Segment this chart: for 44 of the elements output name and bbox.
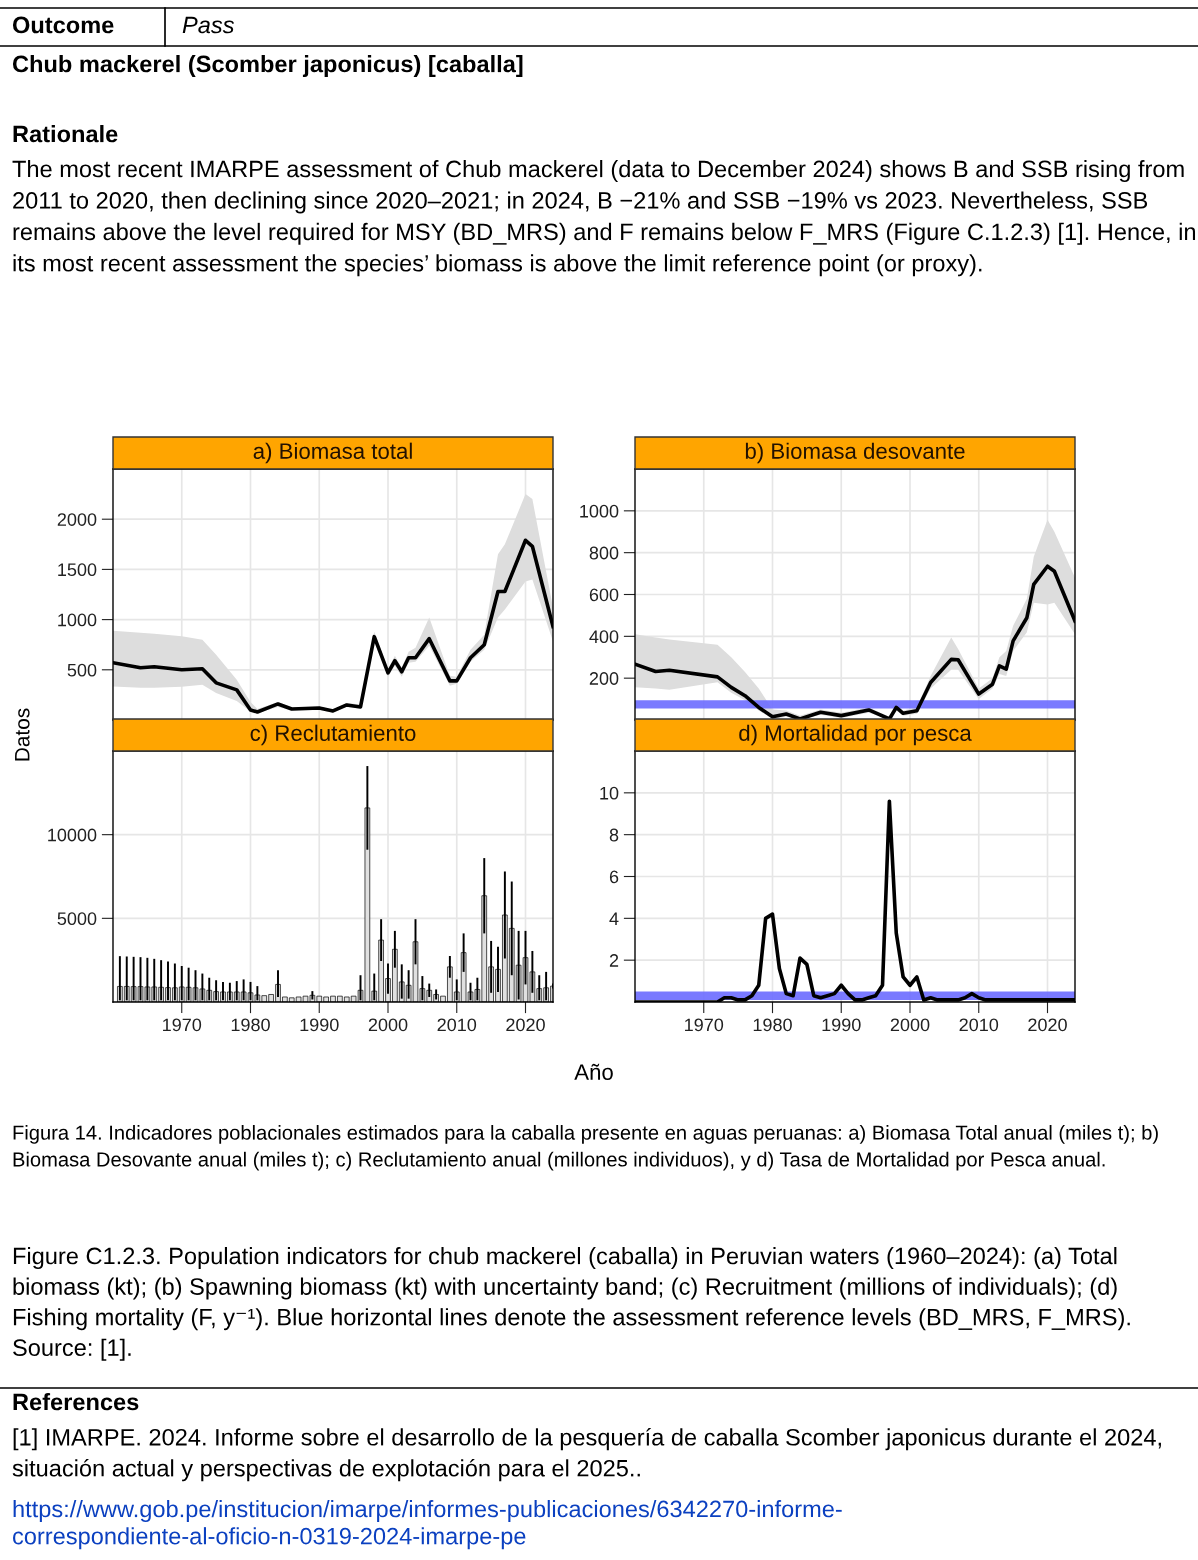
x-tick-label: 2000 (368, 1018, 408, 1032)
text: [1] IMARPE. 2024. Informe sobre el desarrollo de la pesquería de caballa Scomber japonicus durante el 2024, situación actual y perspectivas de explotación para el 2025.. (12, 1428, 1161, 1482)
text: The most recent IMARPE assessment of Chub mackerel (data to December 2024) shows B and SSB rising from 2011 to 2020, then declining since 2020–2021; in 2024, B −21% and SSB −19% vs 2023. Nevertheless, SSB remains above the level required for MSY (BD_MRS) and F remains below F_MRS (Figure C.1.2.3) [1]. Hence, in its most recent assessment the species’ biomass is above the limit reference point (or proxy). (12, 160, 1196, 277)
y-tick-label: 10 (600, 786, 619, 800)
x-tick-label: 1980 (231, 1018, 270, 1032)
y-tick-label: 2000 (57, 513, 97, 526)
y-tick-label: 5000 (57, 912, 97, 926)
chart-title: c) Reclutamiento (250, 724, 416, 746)
text: https://www.gob.pe/institucion/imarpe/informes-publicaciones/6342270-informe- correspondiente-al-oficio-n-0319-2024-imarpe-pe (13, 1500, 842, 1550)
x-tick-label: 1980 (753, 1018, 792, 1032)
chart-title: a) Biomasa total (253, 442, 412, 464)
x-tick-label: 2000 (890, 1018, 930, 1032)
y-tick-label: 800 (589, 546, 619, 560)
y-tick-label: 10000 (48, 828, 97, 842)
y-tick-label: 8 (609, 828, 619, 842)
y-tick-label: 4 (609, 912, 619, 925)
y-tick-label: 1000 (580, 504, 619, 518)
x-tick-label: 1990 (822, 1018, 861, 1032)
caption: Figure C1.2.3. Population indicators for chub mackerel (caballa) in Peruvian waters (1960–2024): (a) Total biomass (kt); (b) Spawning biomass (kt) with uncertainty band; (c) Recruitment (millions of individuals); (d) Fishing mortality (F, y⁻¹). Blue horizontal lines denote the assessment reference levels (BD_MRS, F_MRS). Source: [1]. (13, 1247, 1130, 1361)
text: Figura 14. Indicadores poblacionales estimados para la caballa presente en aguas peruanas: a) Biomasa Total anual (miles t); b) Biomasa Desovante anual (miles t); c) Reclutamiento anual (millones individuos), y d) Tasa de Mortalidad por Pesca anual. (13, 1125, 1158, 1171)
x-axis-title: Año (574, 1063, 613, 1080)
text: Rationale (13, 125, 118, 143)
x-tick-label: 2020 (506, 1018, 545, 1032)
x-tick-label: 2010 (437, 1018, 477, 1032)
x-tick-label: 2010 (959, 1018, 999, 1032)
chart-title: b) Biomasa desovante (745, 442, 965, 464)
y-tick-label: 1500 (58, 563, 97, 577)
y-axis-title: Datos (15, 708, 30, 761)
y-tick-label: 2 (609, 954, 619, 967)
text: Pass (182, 16, 235, 34)
y-tick-label: 200 (589, 672, 619, 685)
x-tick-label: 1970 (685, 1018, 724, 1032)
x-tick-label: 1970 (163, 1018, 202, 1032)
text: Chub mackerel (Scomber japonicus) [caballa] (12, 55, 523, 78)
x-tick-label: 2020 (1028, 1018, 1067, 1032)
y-tick-label: 600 (589, 588, 619, 602)
y-tick-label: 6 (609, 870, 619, 884)
x-tick-label: 1990 (300, 1018, 339, 1032)
chart-title: d) Mortalidad por pesca (739, 724, 972, 746)
y-tick-label: 1000 (58, 613, 97, 627)
text: References (13, 1393, 139, 1411)
y-tick-label: 500 (67, 663, 97, 677)
text: Outcome (12, 16, 114, 34)
y-tick-label: 400 (589, 630, 619, 644)
